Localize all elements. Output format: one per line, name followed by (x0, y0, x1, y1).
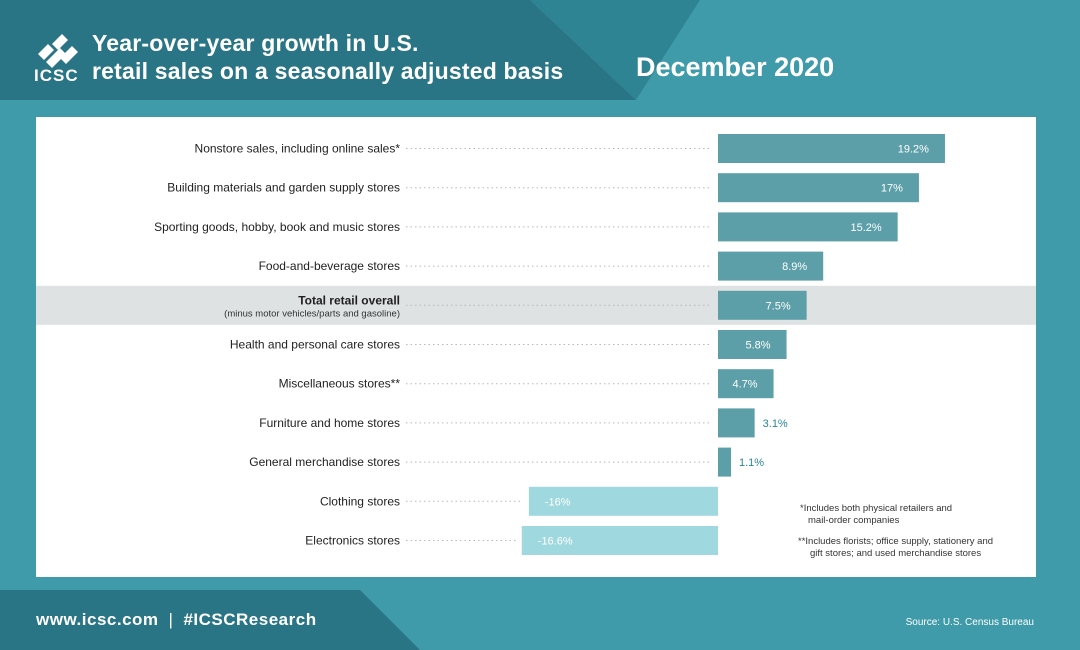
icsc-logo-icon (38, 34, 78, 68)
footer-links: www.icsc.com | #ICSCResearch (36, 610, 317, 630)
footnote-2-line-2: gift stores; and used merchandise stores (810, 548, 982, 559)
bar (718, 369, 774, 399)
category-label: Sporting goods, hobby, book and music st… (154, 220, 400, 234)
category-sublabel: (minus motor vehicles/parts and gasoline… (224, 308, 400, 319)
bar (718, 251, 824, 281)
value-label: 15.2% (850, 222, 881, 234)
hashtag-link[interactable]: #ICSCResearch (183, 610, 317, 629)
value-label: -16% (545, 496, 571, 508)
footnote-2: **Includes florists; office supply, stat… (798, 536, 1028, 560)
bar (528, 486, 718, 516)
chart-title-line-2: retail sales on a seasonally adjusted ba… (92, 58, 564, 84)
footnote-1: *Includes both physical retailers and ma… (800, 503, 1030, 527)
value-label: 7.5% (766, 300, 791, 312)
category-label: Miscellaneous stores** (279, 377, 401, 391)
chart-title-line-1: Year-over-year growth in U.S. (92, 30, 419, 56)
category-label: Building materials and garden supply sto… (167, 181, 400, 195)
value-label: 8.9% (782, 261, 807, 273)
value-label: 17% (881, 183, 903, 195)
bar (718, 447, 732, 477)
value-label: 19.2% (898, 144, 929, 156)
value-label: 5.8% (745, 340, 770, 352)
logo-text: ICSC (34, 66, 79, 85)
bar (718, 408, 755, 438)
value-label: 1.1% (739, 457, 764, 469)
category-label: Health and personal care stores (230, 338, 400, 352)
value-label: -16.6% (538, 536, 573, 548)
source-note: Source: U.S. Census Bureau (905, 617, 1034, 628)
category-label: Food-and-beverage stores (259, 259, 400, 273)
website-link[interactable]: www.icsc.com (36, 610, 159, 629)
report-date: December 2020 (636, 52, 835, 82)
bar (718, 330, 787, 359)
bar-chart: Nonstore sales, including online sales* 1… (36, 134, 1036, 555)
footer-separator: | (168, 610, 174, 629)
footnote-2-line-1: **Includes florists; office supply, stat… (798, 536, 994, 547)
highlight-row (36, 285, 1036, 325)
category-label: Total retail overall (298, 293, 400, 307)
bar (718, 290, 807, 320)
bar (718, 134, 945, 163)
bar (718, 212, 898, 242)
category-label: General merchandise stores (249, 455, 400, 469)
value-label: 4.7% (732, 379, 757, 391)
bar (718, 173, 919, 203)
category-label: Nonstore sales, including online sales* (195, 142, 401, 156)
bar (521, 526, 718, 555)
footer-band (0, 590, 420, 650)
header-band (0, 0, 700, 100)
category-label: Furniture and home stores (259, 416, 400, 430)
footnote-1-line-2: mail-order companies (808, 515, 900, 526)
value-label: 3.1% (763, 418, 788, 430)
category-label: Clothing stores (320, 494, 400, 508)
chart-panel: Nonstore sales, including online sales* 1… (36, 117, 1036, 577)
category-label: Electronics stores (305, 534, 400, 548)
footnote-1-line-1: *Includes both physical retailers and (800, 503, 953, 514)
